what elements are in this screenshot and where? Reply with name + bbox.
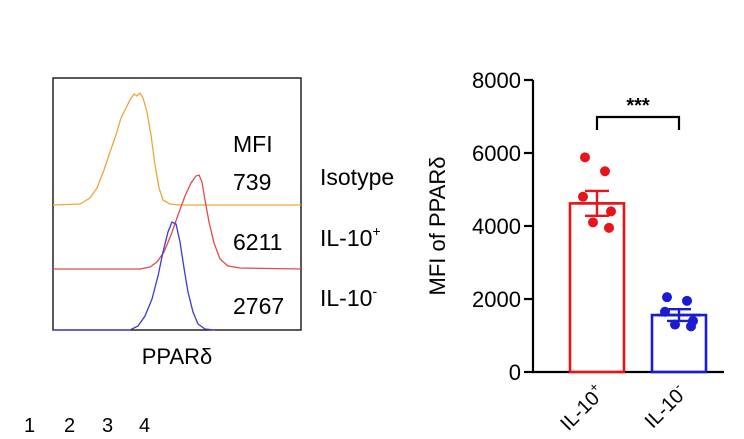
bar-chart-panel: 0 2000 4000 6000 8000 MFI of PPARδ *** IL-10… xyxy=(425,68,724,435)
legend-il10-neg: IL-10- xyxy=(320,283,377,311)
histogram-curve-isotype xyxy=(52,91,301,206)
significance-stars: *** xyxy=(626,95,650,117)
footer-number-3: 3 xyxy=(102,415,113,437)
data-point xyxy=(588,217,598,228)
y-tick-label: 6000 xyxy=(472,141,521,166)
y-tick-label: 2000 xyxy=(472,287,521,312)
x-tick-label-il10-pos: IL-10+ xyxy=(554,379,610,435)
data-point xyxy=(670,319,680,330)
data-point xyxy=(580,152,590,163)
mfi-header: MFI xyxy=(233,131,273,157)
histogram-curve-il10-pos xyxy=(53,174,302,270)
footer-number-4: 4 xyxy=(139,415,150,437)
data-point xyxy=(662,292,672,303)
data-point xyxy=(604,222,614,233)
data-point xyxy=(686,321,696,332)
legend-isotype: Isotype xyxy=(320,164,394,190)
y-tick-label: 4000 xyxy=(472,214,521,239)
data-points xyxy=(578,152,698,332)
y-tick-label: 0 xyxy=(509,360,521,385)
footer-numbers: 1 2 3 4 xyxy=(24,415,150,437)
mfi-value-il10-neg: 2767 xyxy=(233,293,284,319)
footer-number-1: 1 xyxy=(24,415,35,437)
y-ticks: 0 2000 4000 6000 8000 xyxy=(472,68,533,385)
bracket-line xyxy=(595,115,681,130)
data-point xyxy=(600,166,610,177)
x-tick-label-il10-neg: IL-10- xyxy=(638,379,692,433)
data-point xyxy=(578,191,588,202)
histogram-x-label: PPARδ xyxy=(142,344,213,369)
data-point xyxy=(606,206,616,217)
histogram-panel: MFI 739 6211 2767 Isotype IL-10+ IL-10- … xyxy=(52,77,394,369)
footer-number-2: 2 xyxy=(64,415,75,437)
y-axis-label: MFI of PPARδ xyxy=(425,157,450,296)
bar xyxy=(568,202,626,374)
histogram-frame xyxy=(52,77,302,331)
legend-il10-pos: IL-10+ xyxy=(320,223,381,251)
y-tick-label: 8000 xyxy=(472,68,521,93)
histogram-curve-il10-neg xyxy=(53,221,216,331)
mfi-value-isotype: 739 xyxy=(233,169,271,195)
data-point xyxy=(682,295,692,306)
significance-bracket: *** xyxy=(595,95,681,130)
mfi-value-il10-pos: 6211 xyxy=(233,229,282,255)
data-point xyxy=(660,306,670,317)
